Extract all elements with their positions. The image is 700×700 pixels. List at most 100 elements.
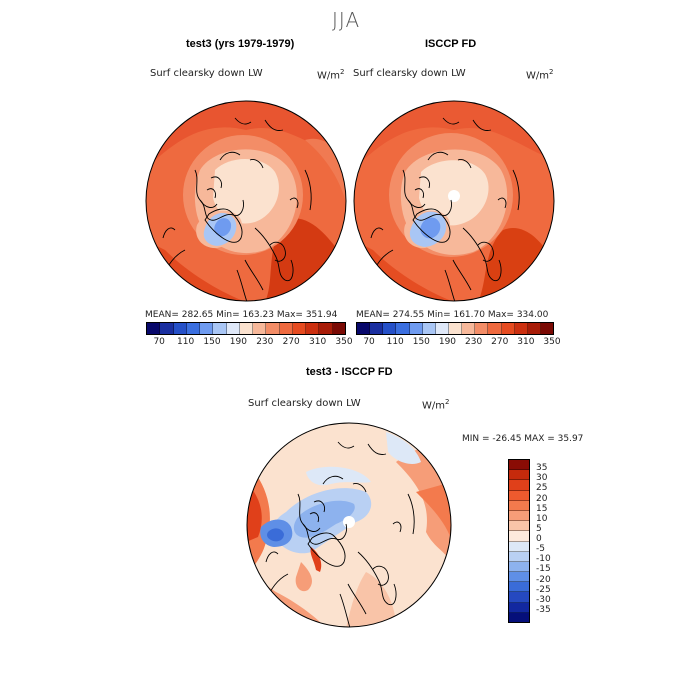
colorbar-swatch	[186, 323, 201, 334]
colorbar-swatch	[226, 323, 240, 334]
colorbar-swatch	[383, 323, 397, 334]
colorbar-swatch	[147, 323, 161, 334]
colorbar-swatch	[279, 323, 293, 334]
season-title: JJA	[332, 8, 361, 32]
colorbar-tick-label: 20	[536, 493, 548, 504]
panel-2-colorbar-ticks: 70 110 150 190 230 270 310 350	[356, 337, 560, 349]
panel-2-title: ISCCP FD	[425, 38, 477, 50]
colorbar-tick-label: 25	[536, 483, 548, 494]
colorbar-swatch	[160, 323, 174, 334]
colorbar-swatch	[527, 323, 541, 334]
panel-2-stats: MEAN= 274.55 Min= 161.70 Max= 334.00	[356, 310, 549, 320]
colorbar-swatch	[448, 323, 463, 334]
panel-1-units: W/m2	[317, 68, 345, 82]
colorbar-swatch	[509, 541, 529, 552]
colorbar-swatch	[509, 561, 529, 573]
colorbar-tick-label: 35	[536, 463, 548, 474]
diff-units: W/m2	[422, 398, 450, 412]
colorbar-tick-label: -20	[536, 574, 551, 585]
panel-2-units: W/m2	[526, 68, 554, 82]
diff-polar-map	[246, 422, 452, 628]
colorbar-swatch	[509, 480, 529, 491]
colorbar-tick-label: -25	[536, 584, 551, 595]
colorbar-tick-label: 70	[153, 337, 165, 347]
colorbar-swatch	[509, 460, 529, 471]
colorbar-swatch	[509, 592, 529, 603]
colorbar-swatch	[509, 551, 529, 562]
colorbar-tick-label: 0	[536, 534, 542, 544]
colorbar-tick-label: 150	[412, 337, 430, 347]
colorbar-swatch	[213, 323, 227, 334]
diff-title: test3 - ISCCP FD	[306, 366, 393, 378]
colorbar-tick-label: 190	[229, 337, 247, 347]
colorbar-tick-label: 15	[536, 503, 548, 514]
colorbar-swatch	[509, 582, 529, 593]
panel-1-polar-map	[145, 100, 347, 302]
panel-2-variable: Surf clearsky down LW	[353, 68, 466, 79]
panel-1-colorbar-ticks: 70 110 150 190 230 270 310 350	[146, 337, 352, 349]
colorbar-swatch	[509, 572, 529, 583]
colorbar-swatch	[266, 323, 280, 334]
panel-1-title: test3 (yrs 1979-1979)	[186, 38, 295, 50]
diff-colorbar-ticks: 35 30 25 20 15 10 5 0 -5 -10 -15 -20 -25 -30 -35	[536, 459, 566, 621]
diff-stats: MIN = -26.45 MAX = 35.97	[462, 434, 584, 444]
colorbar-tick-label: -15	[536, 564, 551, 575]
colorbar-swatch	[475, 323, 489, 334]
colorbar-swatch	[540, 323, 554, 334]
colorbar-swatch	[409, 323, 423, 334]
colorbar-tick-label: 270	[282, 337, 300, 347]
colorbar-swatch	[253, 323, 267, 334]
panel-2-polar-map	[353, 100, 555, 302]
panel-1-colorbar	[146, 322, 346, 335]
diff-colorbar	[508, 459, 530, 623]
colorbar-swatch	[306, 323, 320, 334]
colorbar-swatch	[396, 323, 410, 334]
colorbar-tick-label: 110	[177, 337, 195, 347]
colorbar-tick-label: 70	[363, 337, 375, 347]
colorbar-swatch	[509, 500, 529, 511]
colorbar-tick-label: 10	[536, 513, 548, 524]
panel-1-variable: Surf clearsky down LW	[150, 68, 263, 79]
colorbar-swatch	[173, 323, 187, 334]
colorbar-swatch	[509, 612, 529, 622]
colorbar-tick-label: -10	[536, 554, 551, 565]
colorbar-swatch	[509, 490, 529, 501]
colorbar-swatch	[509, 602, 529, 613]
colorbar-tick-label: 190	[438, 337, 457, 347]
colorbar-swatch	[488, 323, 502, 334]
colorbar-tick-label: 5	[536, 523, 542, 534]
colorbar-swatch	[514, 323, 528, 334]
colorbar-tick-label: 350	[335, 337, 353, 347]
colorbar-swatch	[239, 323, 254, 334]
colorbar-tick-label: 30	[536, 473, 548, 484]
colorbar-swatch	[509, 470, 529, 481]
colorbar-tick-label: -35	[536, 604, 551, 615]
colorbar-tick-label: 350	[543, 337, 561, 347]
colorbar-swatch	[462, 323, 476, 334]
colorbar-swatch	[435, 323, 449, 334]
colorbar-tick-label: 150	[203, 337, 221, 347]
colorbar-swatch	[509, 531, 529, 542]
colorbar-swatch	[332, 323, 345, 334]
colorbar-tick-label: -30	[536, 594, 551, 605]
colorbar-swatch	[422, 323, 436, 334]
colorbar-tick-label: -5	[536, 544, 545, 555]
colorbar-tick-label: 270	[491, 337, 509, 347]
colorbar-tick-label: 110	[386, 337, 404, 347]
colorbar-swatch	[370, 323, 384, 334]
colorbar-swatch	[200, 323, 214, 334]
colorbar-tick-label: 310	[309, 337, 327, 347]
colorbar-swatch	[509, 510, 529, 522]
diff-variable: Surf clearsky down LW	[248, 398, 361, 409]
colorbar-tick-label: 230	[465, 337, 483, 347]
colorbar-tick-label: 230	[256, 337, 274, 347]
colorbar-tick-label: 310	[517, 337, 535, 347]
colorbar-swatch	[357, 323, 371, 334]
colorbar-swatch	[292, 323, 307, 334]
colorbar-swatch	[509, 521, 529, 532]
colorbar-swatch	[319, 323, 333, 334]
panel-2-colorbar	[356, 322, 554, 335]
panel-1-stats: MEAN= 282.65 Min= 163.23 Max= 351.94	[145, 310, 338, 320]
colorbar-swatch	[501, 323, 515, 334]
